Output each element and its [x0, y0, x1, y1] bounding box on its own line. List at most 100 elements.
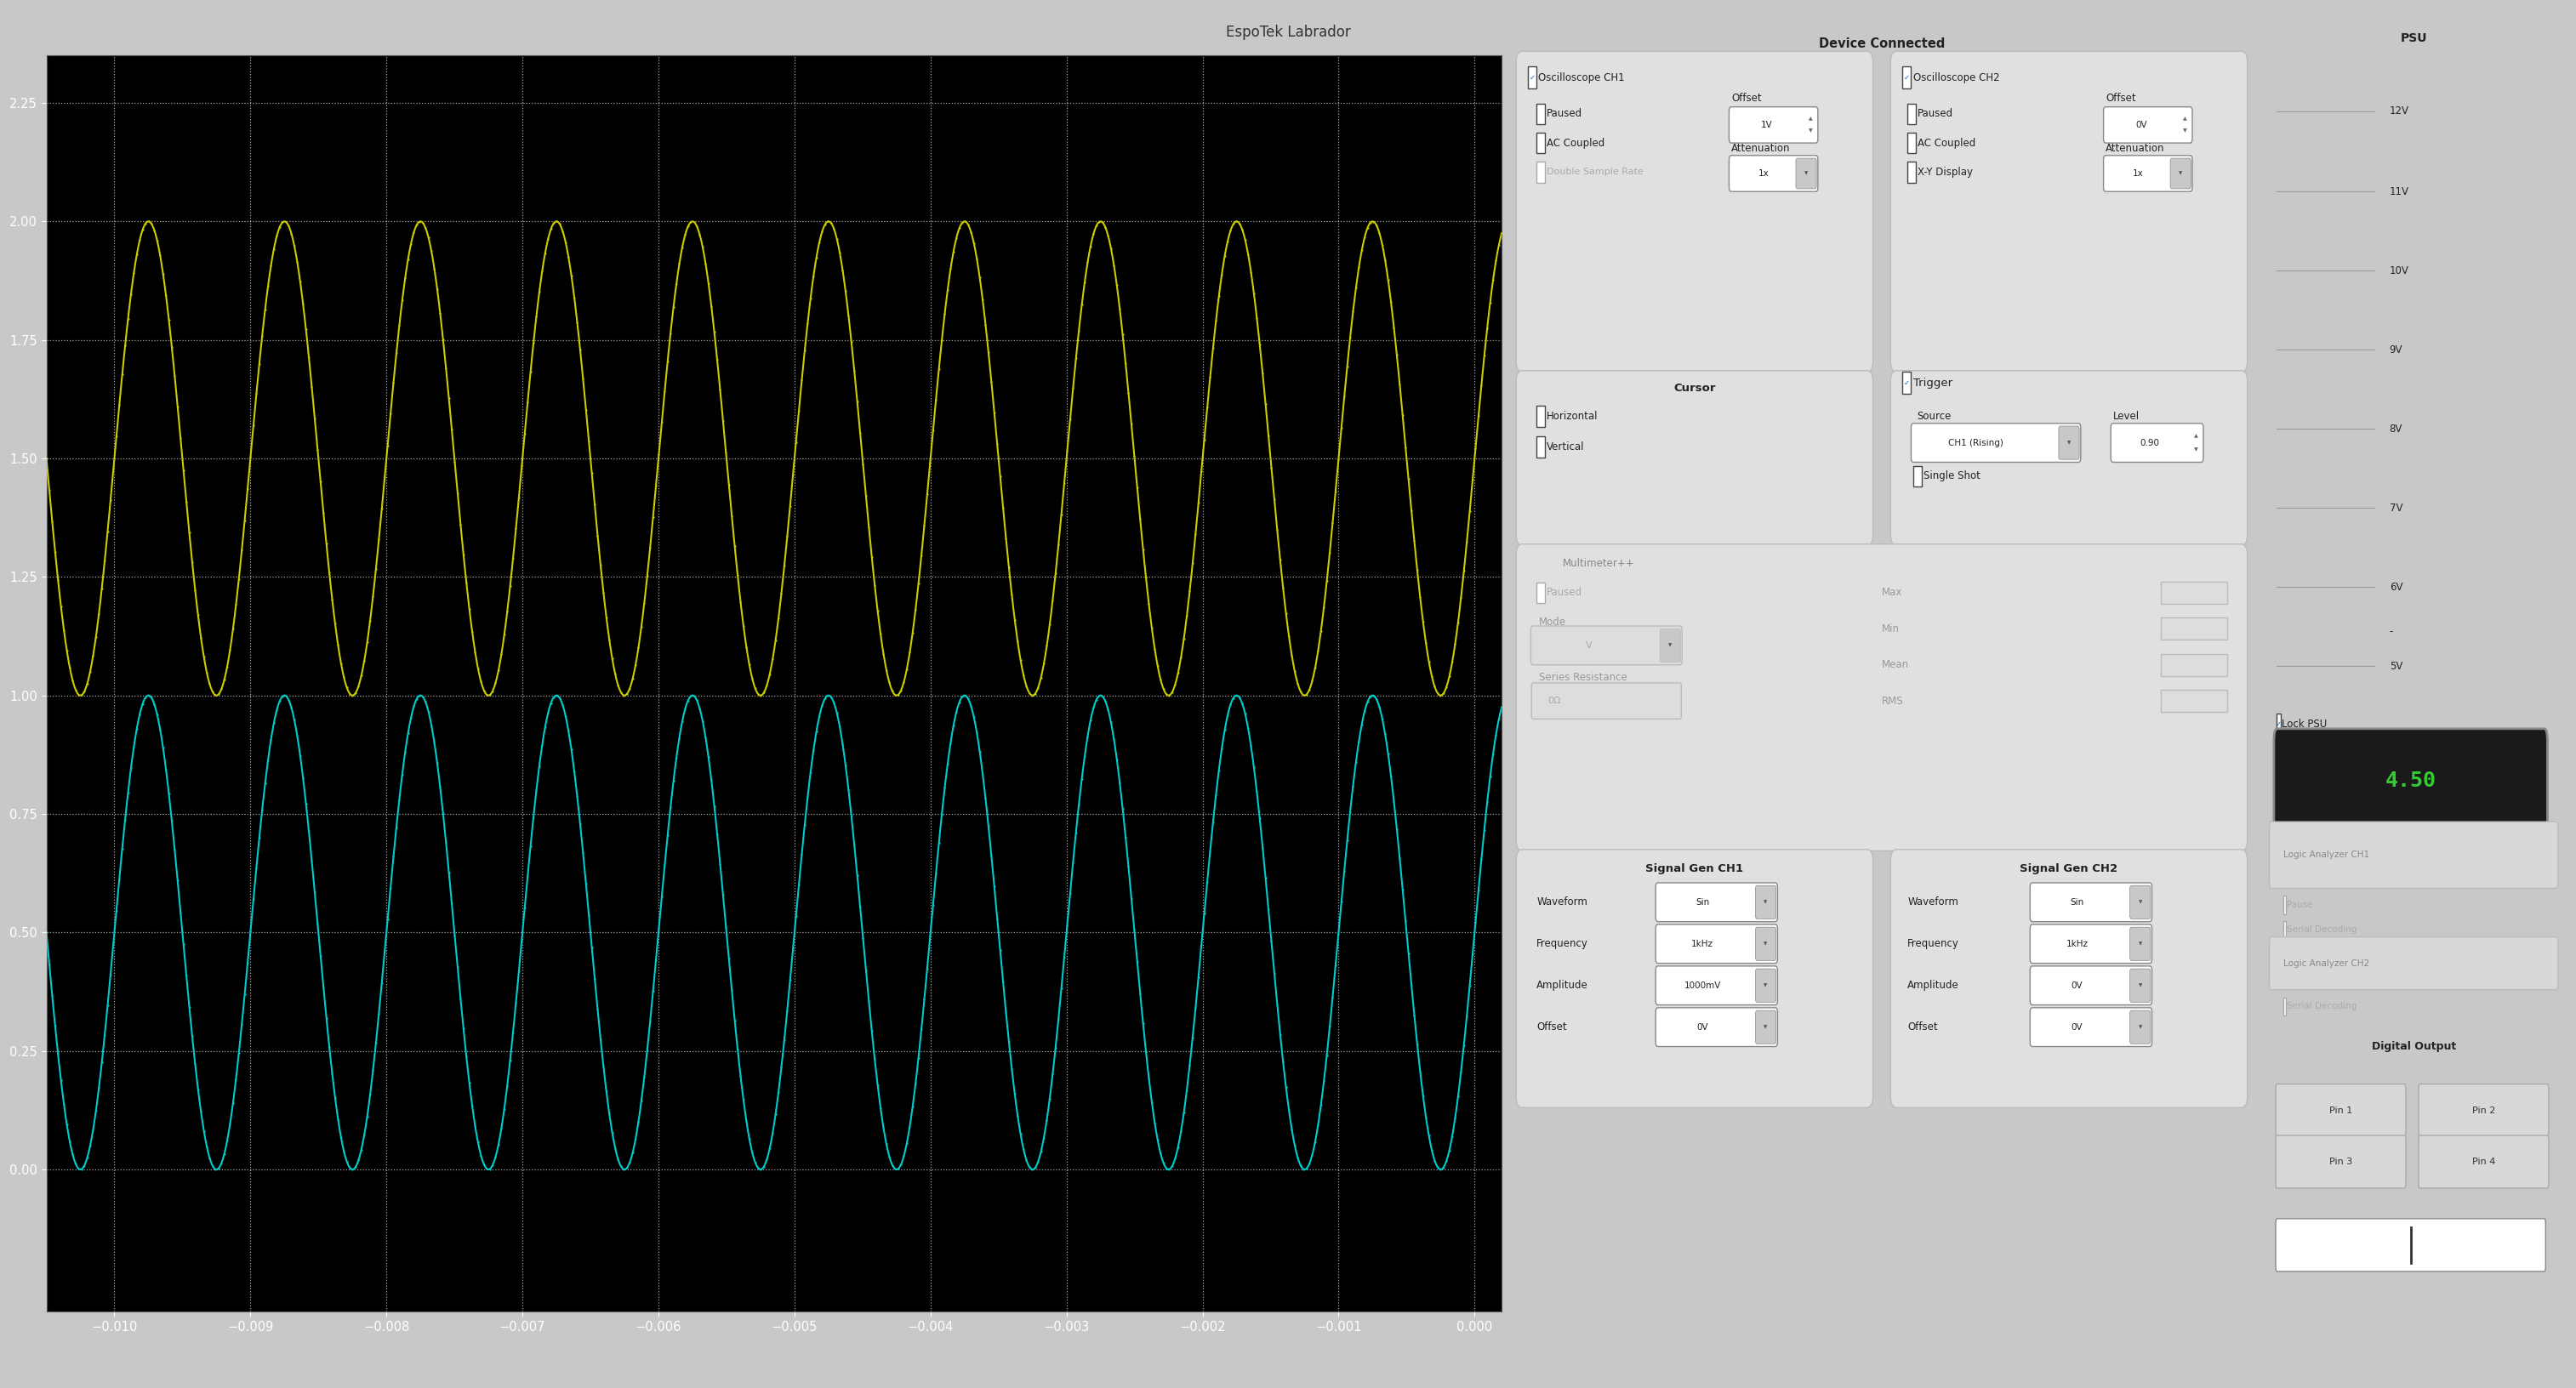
Point: [641, 886, 683, 908]
Point: [1190, 840, 1231, 862]
Point: [1280, 680, 1321, 702]
Point: [247, 750, 289, 772]
Point: [1239, 333, 1280, 355]
Point: [662, 711, 703, 733]
Point: [1198, 285, 1239, 307]
Point: [1110, 887, 1151, 909]
Point: [623, 591, 665, 613]
Point: [438, 956, 479, 979]
Point: [726, 1110, 768, 1133]
Point: [773, 937, 814, 959]
FancyBboxPatch shape: [2130, 1010, 2151, 1044]
Point: [714, 536, 755, 558]
Point: [1159, 647, 1200, 669]
Point: [263, 211, 304, 233]
Point: [513, 806, 554, 829]
Text: 0Ω: 0Ω: [1548, 697, 1561, 705]
Point: [1267, 1099, 1309, 1122]
Point: [1015, 1156, 1056, 1178]
Point: [618, 1110, 659, 1133]
Point: [734, 677, 775, 700]
Point: [281, 744, 322, 766]
Point: [536, 211, 577, 233]
Point: [46, 1113, 88, 1135]
Point: [886, 1133, 927, 1155]
FancyBboxPatch shape: [1754, 969, 1775, 1002]
Point: [1396, 559, 1437, 582]
Point: [312, 1062, 353, 1084]
Point: [1121, 508, 1162, 530]
FancyBboxPatch shape: [2130, 927, 2151, 960]
Point: [355, 1031, 397, 1053]
Point: [1327, 829, 1368, 851]
Point: [1018, 1151, 1059, 1173]
Point: [289, 820, 330, 843]
Point: [296, 913, 337, 936]
Point: [670, 684, 711, 706]
Point: [70, 661, 111, 683]
Point: [340, 665, 381, 687]
Point: [44, 1092, 85, 1115]
Point: [958, 266, 999, 289]
Point: [353, 584, 394, 607]
Point: [1108, 855, 1149, 877]
Point: [652, 296, 693, 318]
Point: [1041, 977, 1082, 999]
FancyBboxPatch shape: [2105, 107, 2192, 143]
Point: [206, 1130, 247, 1152]
Point: [927, 752, 969, 775]
Text: Source: Source: [1917, 411, 1953, 422]
Point: [855, 1048, 896, 1070]
Text: Sin: Sin: [1695, 898, 1710, 906]
Point: [775, 905, 817, 927]
Point: [647, 824, 688, 847]
Point: [384, 266, 425, 289]
Point: [734, 1151, 775, 1173]
Point: [415, 731, 456, 754]
Point: [559, 812, 600, 834]
Point: [1296, 1131, 1337, 1153]
Point: [188, 1146, 229, 1169]
Point: [878, 684, 920, 706]
Point: [1252, 930, 1293, 952]
Point: [1399, 586, 1440, 608]
Point: [116, 718, 157, 740]
Point: [1270, 644, 1311, 666]
Point: [510, 834, 551, 856]
Point: [193, 680, 234, 702]
Point: [1303, 1070, 1345, 1092]
Point: [108, 308, 149, 330]
Point: [144, 758, 185, 780]
Text: Series Resistance: Series Resistance: [1538, 672, 1628, 683]
Point: [1170, 580, 1211, 602]
Point: [464, 679, 505, 701]
Text: PSU: PSU: [2401, 32, 2427, 44]
Text: Amplitude: Amplitude: [1906, 980, 1960, 991]
Point: [871, 680, 912, 702]
Text: ▼: ▼: [1765, 983, 1767, 988]
Point: [592, 1122, 634, 1144]
Point: [440, 987, 482, 1009]
Point: [819, 242, 860, 264]
Point: [188, 673, 229, 695]
Point: [711, 505, 752, 527]
Point: [788, 312, 829, 335]
Point: [374, 845, 415, 868]
Point: [1247, 425, 1288, 447]
Point: [1020, 1141, 1061, 1163]
Text: ▼: ▼: [2195, 447, 2197, 451]
Point: [332, 1159, 374, 1181]
Point: [1131, 1091, 1172, 1113]
Point: [116, 243, 157, 265]
Point: [538, 687, 580, 709]
Point: [933, 715, 974, 737]
Point: [31, 984, 72, 1006]
Point: [585, 607, 626, 629]
Point: [1479, 708, 1520, 730]
Point: [693, 321, 734, 343]
Point: [211, 618, 252, 640]
Point: [1128, 593, 1170, 615]
Point: [1311, 512, 1352, 534]
Point: [1298, 640, 1340, 662]
Point: [1188, 397, 1229, 419]
